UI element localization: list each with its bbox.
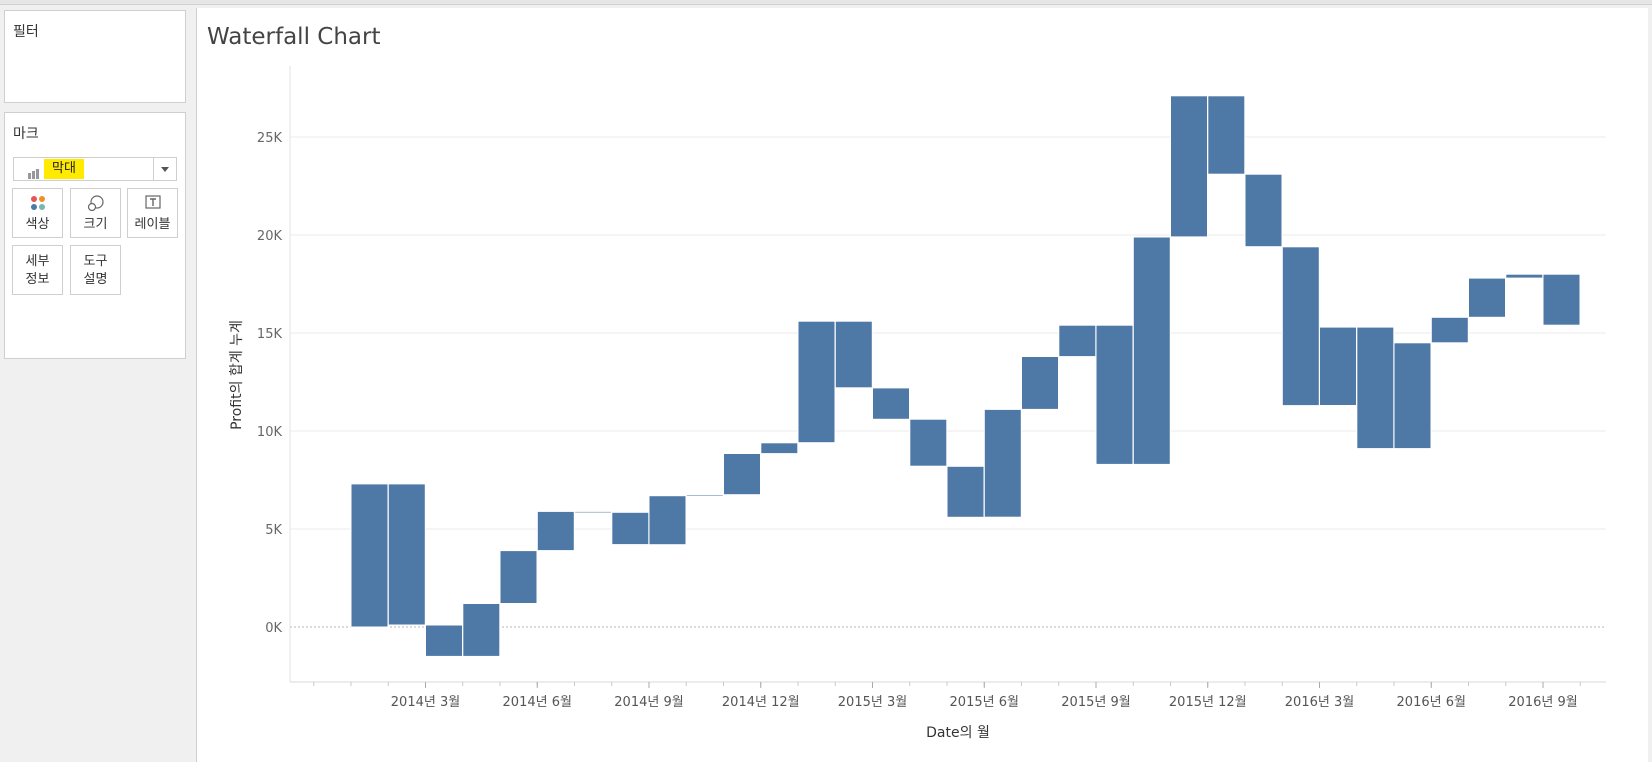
waterfall-bar bbox=[499, 550, 538, 604]
waterfall-bar bbox=[1356, 326, 1395, 450]
waterfall-bar bbox=[536, 510, 575, 552]
waterfall-bar bbox=[1058, 324, 1097, 358]
y-axis-title: Profit의 합계 누계 bbox=[229, 320, 245, 430]
x-tick-label: 2015년 9월 bbox=[1061, 695, 1130, 710]
filters-shelf[interactable]: 필터 bbox=[4, 10, 186, 103]
waterfall-bar bbox=[685, 494, 724, 497]
waterfall-bar bbox=[909, 418, 948, 467]
x-tick-label: 2014년 3월 bbox=[391, 695, 460, 710]
waterfall-bar bbox=[1021, 356, 1059, 410]
bars bbox=[350, 95, 1581, 657]
y-tick-label: 20K bbox=[257, 229, 283, 244]
y-tick-label: 10K bbox=[257, 425, 283, 440]
waterfall-bar bbox=[760, 442, 799, 455]
waterfall-bar bbox=[1319, 326, 1357, 407]
tooltip-card[interactable]: 도구 설명 bbox=[70, 245, 121, 295]
filters-title: 필터 bbox=[13, 24, 39, 40]
waterfall-bar bbox=[387, 483, 426, 626]
waterfall-bar bbox=[1281, 246, 1320, 407]
waterfall-bar bbox=[1468, 277, 1506, 318]
size-circles-icon bbox=[71, 195, 120, 211]
x-tick-label: 2015년 3월 bbox=[838, 695, 907, 710]
waterfall-bar bbox=[1244, 173, 1283, 248]
y-tick-label: 5K bbox=[265, 523, 282, 538]
waterfall-bar bbox=[872, 387, 910, 420]
chart-title: Waterfall Chart bbox=[207, 24, 381, 50]
waterfall-bar bbox=[1505, 273, 1544, 279]
marks-title: 마크 bbox=[13, 126, 39, 142]
detail-card[interactable]: 세부 정보 bbox=[12, 245, 63, 295]
waterfall-bar bbox=[983, 408, 1022, 518]
waterfall-bar bbox=[834, 320, 873, 389]
label-card[interactable]: 레이블 bbox=[127, 188, 178, 238]
y-tick-label: 25K bbox=[257, 131, 283, 146]
waterfall-bar bbox=[1207, 95, 1246, 175]
x-tick-label: 2014년 12월 bbox=[722, 695, 800, 710]
color-card[interactable]: 색상 bbox=[12, 188, 63, 238]
waterfall-bar bbox=[1132, 236, 1171, 465]
waterfall-bar bbox=[1430, 316, 1469, 344]
label-card-label: 레이블 bbox=[134, 217, 171, 232]
bar-chart-icon bbox=[28, 164, 40, 183]
waterfall-bar bbox=[574, 510, 612, 514]
waterfall-bar bbox=[723, 453, 761, 496]
tooltip-card-label: 도구 설명 bbox=[83, 254, 108, 287]
size-card[interactable]: 크기 bbox=[70, 188, 121, 238]
axes bbox=[289, 66, 1606, 688]
x-tick-label: 2015년 6월 bbox=[950, 695, 1019, 710]
mark-type-dropdown[interactable]: 막대 bbox=[13, 157, 177, 181]
x-axis-title: Date의 월 bbox=[926, 725, 990, 741]
waterfall-bar bbox=[1542, 273, 1581, 326]
waterfall-bar bbox=[648, 495, 687, 546]
size-card-label: 크기 bbox=[83, 217, 108, 232]
x-tick-label: 2016년 3월 bbox=[1285, 695, 1354, 710]
waterfall-bar bbox=[946, 465, 985, 518]
y-tick-label: 15K bbox=[257, 327, 283, 342]
waterfall-bar bbox=[611, 511, 650, 546]
chevron-down-icon[interactable] bbox=[153, 158, 176, 180]
x-tick-label: 2016년 9월 bbox=[1508, 695, 1577, 710]
x-tick-label: 2016년 6월 bbox=[1397, 695, 1466, 710]
marks-card: 마크 막대 색상 크기 bbox=[4, 112, 186, 359]
x-tick-label: 2014년 9월 bbox=[614, 695, 683, 710]
color-dots-icon bbox=[13, 195, 62, 211]
axis-labels: 0K 5K 10K 15K 20K 25K 2014년 3월 2014년 6월 2014년 9월… bbox=[229, 131, 1578, 741]
detail-card-label: 세부 정보 bbox=[25, 254, 50, 287]
waterfall-bar bbox=[1170, 95, 1208, 238]
color-card-label: 색상 bbox=[25, 217, 50, 232]
top-border bbox=[0, 0, 1652, 5]
label-text-icon bbox=[128, 195, 177, 211]
waterfall-bar bbox=[1095, 324, 1134, 465]
x-tick-label: 2014년 6월 bbox=[503, 695, 572, 710]
waterfall-bar bbox=[425, 624, 463, 657]
waterfall-bar bbox=[1393, 342, 1432, 450]
waterfall-bar bbox=[797, 320, 836, 444]
y-tick-label: 0K bbox=[265, 621, 282, 636]
waterfall-bar bbox=[462, 603, 501, 657]
waterfall-bar bbox=[350, 483, 389, 628]
x-tick-label: 2015년 12월 bbox=[1169, 695, 1247, 710]
mark-type-label: 막대 bbox=[44, 159, 84, 179]
